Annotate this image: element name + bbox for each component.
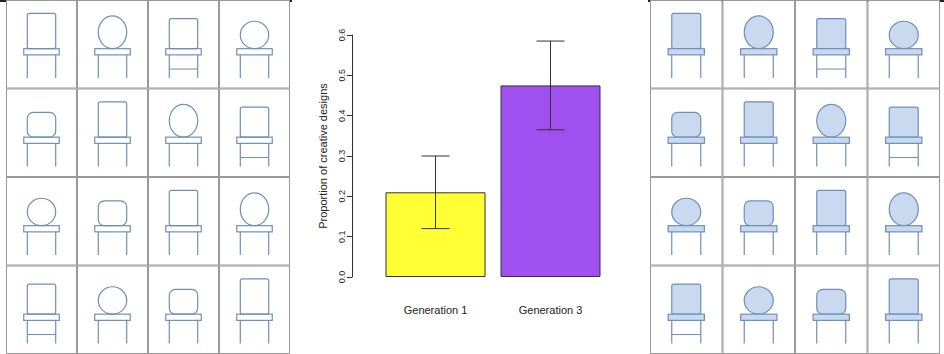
svg-text:0.2: 0.2 <box>337 190 347 203</box>
svg-text:0.5: 0.5 <box>337 69 347 82</box>
svg-text:0.4: 0.4 <box>337 109 347 122</box>
svg-text:Generation 3: Generation 3 <box>519 304 583 316</box>
svg-text:0.6: 0.6 <box>337 29 347 42</box>
svg-text:0.1: 0.1 <box>337 230 347 243</box>
svg-text:0.3: 0.3 <box>337 150 347 163</box>
svg-text:Generation 1: Generation 1 <box>404 304 468 316</box>
svg-text:0.0: 0.0 <box>337 271 347 284</box>
svg-text:Proportion of creative designs: Proportion of creative designs <box>317 83 329 229</box>
